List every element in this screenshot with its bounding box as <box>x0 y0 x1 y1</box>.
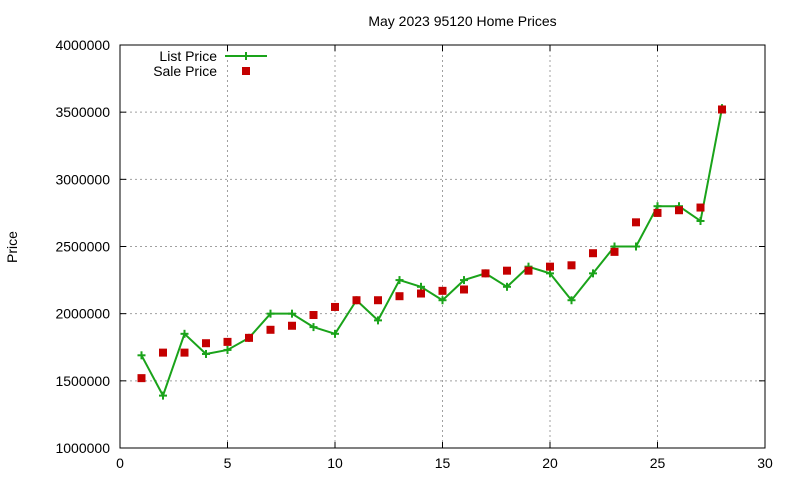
legend-label-sale-price: Sale Price <box>153 63 217 79</box>
sale-price-point <box>374 296 382 305</box>
list-price-point <box>309 323 318 332</box>
sale-price-point <box>352 296 361 305</box>
y-tick-label: 1500000 <box>55 373 110 389</box>
ticks-layer: 0 5 10 15 20 25 30 1000000 1500000 2000000 2500000… <box>55 37 773 471</box>
list-price-point <box>288 309 296 318</box>
sale-price-point <box>309 311 318 320</box>
chart-title: May 2023 95120 Home Prices <box>368 13 556 29</box>
sale-price-point <box>503 266 511 275</box>
list-price-point <box>460 276 468 285</box>
sale-price-point <box>266 325 275 334</box>
y-tick-label: 3000000 <box>55 171 110 187</box>
legend: List Price Sale Price <box>153 48 267 79</box>
x-tick-label: 20 <box>542 455 558 471</box>
list-price-point <box>417 282 425 291</box>
sale-price-point <box>395 292 404 301</box>
y-axis-label: Price <box>4 231 20 263</box>
sale-price-point <box>288 321 296 330</box>
sale-price-point <box>137 374 146 383</box>
sale-price-point <box>159 348 167 357</box>
sale-price-point <box>696 203 705 212</box>
list-price-point <box>438 296 447 305</box>
sale-price-point <box>460 285 468 294</box>
y-tick-label: 3500000 <box>55 104 110 120</box>
sale-price-point <box>546 262 554 271</box>
list-price-point <box>503 282 511 291</box>
list-price-point <box>696 216 705 225</box>
list-price-line <box>140 107 723 397</box>
grid-layer <box>120 45 765 448</box>
y-tick-label: 2000000 <box>55 306 110 322</box>
sale-price-point <box>653 208 662 217</box>
list-price-point <box>653 202 662 211</box>
list-price-point <box>632 242 640 251</box>
x-tick-label: 0 <box>116 455 124 471</box>
list-price-point <box>223 345 232 354</box>
list-price-point <box>331 329 339 338</box>
sale-price-point <box>675 206 683 215</box>
list-price-point <box>159 391 167 400</box>
legend-marker-list-price <box>242 52 250 60</box>
series-layer <box>137 104 726 400</box>
legend-label-list-price: List Price <box>159 48 217 64</box>
sale-price-point <box>481 269 490 278</box>
y-tick-label: 4000000 <box>55 37 110 53</box>
x-tick-label: 30 <box>757 455 773 471</box>
list-price-point <box>137 351 146 360</box>
x-tick-label: 15 <box>435 455 451 471</box>
sale-price-point <box>245 333 253 342</box>
sale-price-point <box>567 261 576 270</box>
sale-price-point <box>417 289 425 298</box>
list-price-point <box>395 276 404 285</box>
legend-swatch-sale-price <box>242 67 250 75</box>
sale-price-point <box>438 286 447 295</box>
x-tick-label: 25 <box>650 455 666 471</box>
x-tick-label: 5 <box>224 455 232 471</box>
list-price-point <box>374 316 382 325</box>
sale-price-point <box>331 302 339 311</box>
sale-price-point <box>632 218 640 227</box>
y-tick-label: 2500000 <box>55 239 110 255</box>
list-price-point <box>180 329 189 338</box>
list-price-point <box>567 296 576 305</box>
x-tick-label: 10 <box>327 455 343 471</box>
sale-price-point <box>180 348 189 357</box>
list-price-point <box>202 349 210 358</box>
sale-price-point <box>223 337 232 346</box>
list-price-point <box>546 269 554 278</box>
sale-price-point <box>524 266 533 275</box>
sale-price-point <box>718 105 726 114</box>
sale-price-point <box>589 249 597 258</box>
sale-price-point <box>610 247 619 256</box>
list-price-point <box>589 269 597 278</box>
list-price-point <box>266 309 275 318</box>
sale-price-point <box>202 339 210 348</box>
legend-swatches <box>225 52 267 75</box>
y-tick-label: 1000000 <box>55 440 110 456</box>
